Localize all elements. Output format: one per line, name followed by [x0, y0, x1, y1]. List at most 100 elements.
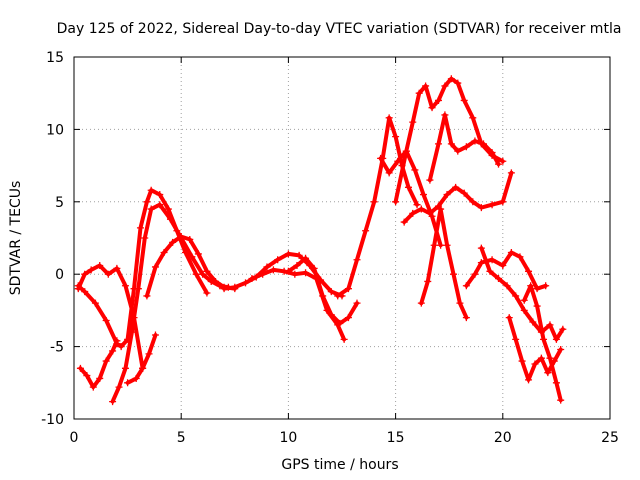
data-point-marker: [76, 364, 84, 372]
data-point-marker: [336, 319, 344, 327]
data-point-marker: [192, 270, 200, 278]
data-point-marker: [527, 282, 535, 290]
data-point-marker: [507, 248, 515, 256]
data-point-marker: [516, 253, 524, 261]
series-arc-m: [400, 169, 515, 226]
data-point-marker: [248, 275, 256, 283]
data-point-marker: [402, 147, 410, 155]
plot-frame: [73, 56, 611, 420]
data-point-marker: [409, 118, 417, 126]
data-point-marker: [109, 398, 117, 406]
data-point-marker: [136, 224, 144, 232]
chart-title: Day 125 of 2022, Sidereal Day-to-day VTE…: [57, 21, 622, 37]
data-point-marker: [263, 263, 271, 271]
data-point-marker: [113, 264, 121, 272]
data-point-marker: [518, 357, 526, 365]
data-point-marker: [370, 198, 378, 206]
data-point-marker: [102, 357, 110, 365]
data-point-marker: [121, 364, 129, 372]
series-line: [464, 250, 548, 291]
data-point-marker: [537, 354, 545, 362]
data-point-marker: [151, 331, 159, 339]
data-point-marker: [462, 282, 470, 290]
data-point-marker: [134, 285, 142, 293]
data-point-marker: [542, 282, 550, 290]
data-point-marker: [559, 325, 567, 333]
data-point-marker: [449, 270, 457, 278]
data-point-marker: [177, 233, 185, 241]
data-point-marker: [419, 191, 427, 199]
data-point-marker: [392, 198, 400, 206]
data-point-marker: [394, 157, 402, 165]
data-point-marker: [512, 335, 520, 343]
data-point-marker: [340, 335, 348, 343]
data-point-marker: [87, 266, 95, 274]
y-tick-label: -5: [50, 340, 64, 356]
data-point-marker: [520, 306, 528, 314]
data-point-marker: [452, 183, 460, 191]
data-point-marker: [121, 282, 129, 290]
data-point-marker: [166, 215, 174, 223]
data-point-marker: [507, 169, 515, 177]
data-point-marker: [520, 296, 528, 304]
data-point-marker: [147, 186, 155, 194]
data-point-marker: [447, 140, 455, 148]
data-point-marker: [74, 285, 82, 293]
data-point-marker: [409, 209, 417, 217]
series-line: [419, 207, 469, 320]
data-point-marker: [169, 238, 177, 246]
data-point-marker: [462, 143, 470, 151]
data-point-marker: [141, 234, 149, 242]
data-point-marker: [437, 205, 445, 213]
data-point-marker: [441, 82, 449, 90]
data-point-marker: [259, 270, 267, 278]
data-point-marker: [447, 75, 455, 83]
data-point-marker: [529, 318, 537, 326]
series-arc-p: [462, 248, 550, 293]
y-tick-label: 15: [46, 50, 64, 66]
data-point-marker: [81, 288, 89, 296]
data-point-marker: [533, 285, 541, 293]
data-point-marker: [231, 283, 239, 291]
data-point-marker: [477, 259, 485, 267]
data-point-marker: [151, 263, 159, 271]
data-point-marker: [113, 337, 121, 345]
data-point-marker: [454, 147, 462, 155]
data-point-marker: [293, 262, 301, 270]
data-point-marker: [143, 198, 151, 206]
data-point-marker: [430, 241, 438, 249]
data-point-marker: [220, 285, 228, 293]
x-tick-label: 20: [494, 430, 512, 446]
data-point-marker: [81, 270, 89, 278]
data-point-marker: [456, 299, 464, 307]
data-point-marker: [194, 250, 202, 258]
data-point-marker: [417, 299, 425, 307]
series-layer: [74, 75, 567, 406]
data-point-marker: [143, 292, 151, 300]
data-point-marker: [486, 267, 494, 275]
data-point-marker: [89, 383, 97, 391]
data-point-marker: [531, 360, 539, 368]
data-point-marker: [552, 379, 560, 387]
data-point-marker: [319, 292, 327, 300]
series-arc-c: [76, 337, 121, 391]
data-point-marker: [488, 201, 496, 209]
data-point-marker: [552, 335, 560, 343]
x-axis-label: GPS time / hours: [281, 457, 398, 473]
data-point-marker: [124, 379, 132, 387]
data-point-marker: [156, 201, 164, 209]
data-point-marker: [426, 209, 434, 217]
data-point-marker: [454, 79, 462, 87]
data-point-marker: [499, 198, 507, 206]
data-point-marker: [139, 364, 147, 372]
data-point-marker: [411, 166, 419, 174]
data-point-marker: [437, 241, 445, 249]
data-point-marker: [295, 251, 303, 259]
data-point-marker: [499, 157, 507, 165]
data-point-marker: [302, 254, 310, 262]
data-point-marker: [415, 89, 423, 97]
data-point-marker: [499, 262, 507, 270]
data-point-marker: [385, 169, 393, 177]
